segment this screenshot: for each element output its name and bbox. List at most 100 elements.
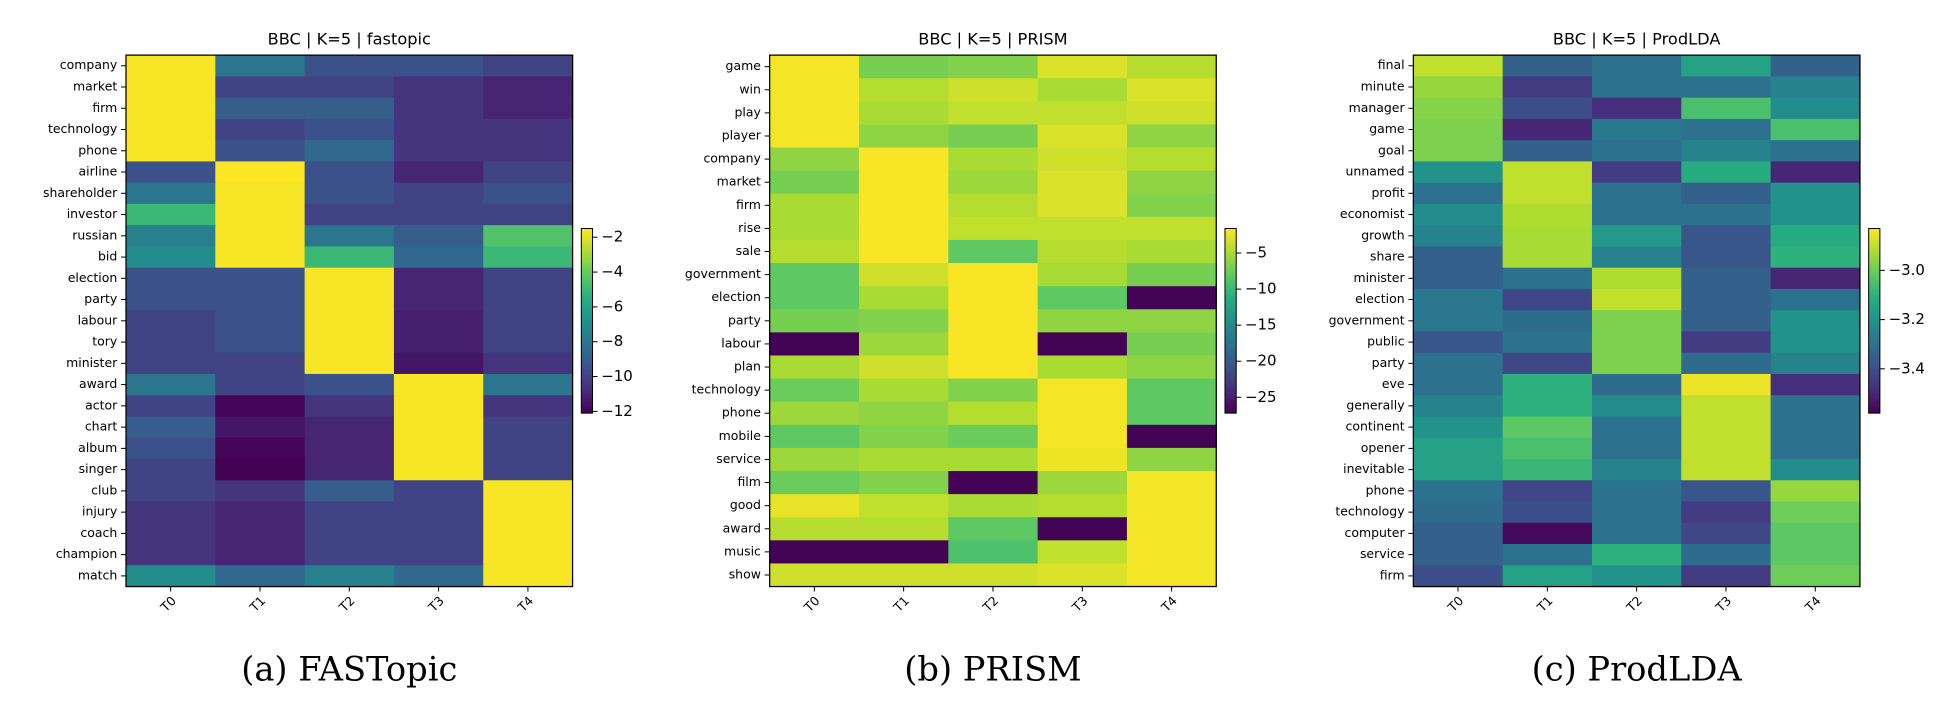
heat-cell (393, 437, 484, 460)
y-tick-label: share (1370, 249, 1405, 264)
heat-cell (1770, 437, 1861, 460)
heat-cell (858, 147, 949, 172)
heat-cell (1126, 124, 1217, 149)
heat-cell (1770, 140, 1861, 163)
heat-cell (215, 544, 306, 566)
heat-cell (1037, 401, 1128, 426)
heat-cell (948, 401, 1039, 426)
heat-cell (948, 170, 1039, 195)
heat-cell (1770, 522, 1861, 545)
heat-cell (215, 352, 306, 375)
heat-cell (215, 310, 306, 333)
heat-cell (393, 310, 484, 333)
heat-cell (858, 309, 949, 334)
heat-cell (1126, 78, 1217, 102)
heat-cell (1126, 332, 1217, 357)
heat-cell (125, 225, 216, 248)
heat-cell (948, 147, 1039, 172)
heat-cell (769, 263, 860, 287)
heat-cell (1770, 161, 1861, 184)
heat-cell (1126, 540, 1217, 565)
heat-cell (948, 471, 1039, 495)
y-tick-label: profit (1371, 185, 1404, 200)
heat-cell (1770, 565, 1861, 588)
colorbar-tick-label: −8 (601, 332, 623, 350)
heat-cell (483, 373, 574, 396)
heat-cell (1502, 373, 1593, 396)
heat-cell (769, 286, 860, 310)
heat-cell (483, 458, 574, 481)
heat-cell (769, 378, 860, 403)
heat-cell (1037, 193, 1128, 218)
heat-cell (1502, 76, 1593, 99)
heat-cell (483, 395, 574, 418)
heat-cell (125, 373, 216, 396)
heat-cell (125, 182, 216, 205)
heat-cell (1413, 352, 1504, 375)
heat-cell (304, 565, 395, 588)
y-tick-label: phone (78, 142, 117, 157)
heat-cell (304, 118, 395, 141)
heat-cell (1126, 239, 1217, 264)
heat-cell (304, 522, 395, 545)
heat-cell (483, 118, 574, 141)
heat-cell (215, 437, 306, 460)
heat-cell (1770, 458, 1861, 481)
y-tick-label: minute (1361, 79, 1405, 94)
heat-cell (125, 544, 216, 566)
heat-cell (304, 288, 395, 311)
heat-cell (1681, 544, 1772, 566)
heat-cell (948, 517, 1039, 541)
y-tick-label: goal (1378, 142, 1405, 157)
plot-frame (769, 54, 1217, 588)
heat-cell (1770, 182, 1861, 205)
heat-cell (1591, 118, 1682, 141)
heat-cell (1126, 563, 1217, 588)
y-tick-label: win (739, 81, 761, 96)
y-tick-label: inevitable (1343, 461, 1404, 476)
heat-cell (1413, 203, 1504, 226)
colorbar-tick-label: −12 (601, 402, 633, 420)
heat-cell (1770, 267, 1861, 290)
heat-cell (1413, 140, 1504, 163)
y-tick-label: labour (721, 335, 762, 350)
heat-cell (1037, 263, 1128, 287)
heat-cell (1770, 310, 1861, 333)
heat-cell (483, 203, 574, 226)
heat-cell (1037, 424, 1128, 449)
colorbar-tick-label: −15 (1245, 316, 1277, 334)
heat-cell (393, 544, 484, 566)
heat-cell (948, 263, 1039, 287)
heat-cell (1037, 355, 1128, 380)
heat-cell (1681, 288, 1772, 311)
colorbar-tick-label: −25 (1245, 388, 1277, 406)
heat-cell (1126, 309, 1217, 334)
heat-cell (1591, 140, 1682, 163)
heat-cell (1502, 331, 1593, 354)
heat-cell (1591, 373, 1682, 396)
heat-cell (393, 565, 484, 588)
heat-cell (948, 101, 1039, 126)
y-tick-label: economist (1340, 206, 1405, 221)
heat-cell (1591, 246, 1682, 269)
heat-cell (1037, 78, 1128, 102)
x-tick-label: T1 (1533, 593, 1555, 615)
heat-cell (483, 267, 574, 290)
heat-cell (1770, 395, 1861, 418)
heat-cell (125, 522, 216, 545)
heat-cell (1591, 76, 1682, 99)
x-tick-label: T2 (335, 593, 357, 615)
heat-cell (948, 55, 1039, 79)
x-tick-label: T3 (425, 593, 447, 615)
heat-cell (304, 161, 395, 184)
x-tick-label: T1 (890, 593, 912, 615)
heat-cell (1126, 170, 1217, 195)
caption: (b) PRISM (904, 649, 1081, 688)
heat-cell (1126, 378, 1217, 403)
y-tick-label: service (1360, 546, 1405, 561)
heat-cell (1413, 118, 1504, 141)
heat-cell (1770, 416, 1861, 439)
heat-cell (1126, 401, 1217, 426)
chart-title: BBC | K=5 | fastopic (268, 30, 431, 49)
heat-cell (948, 332, 1039, 357)
